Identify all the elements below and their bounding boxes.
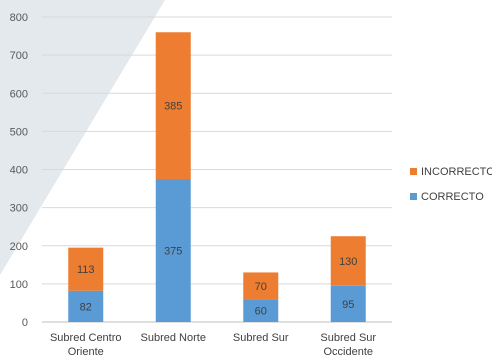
y-tick-label: 800	[10, 12, 28, 24]
bar-incorrecto-0	[68, 247, 104, 291]
x-category-label: Subred Sur	[320, 332, 376, 344]
y-tick-label: 400	[10, 165, 28, 177]
y-tick-label: 200	[10, 241, 28, 253]
legend-label-incorrecto: INCORRECTO	[421, 166, 492, 178]
legend-swatch-correcto	[410, 193, 417, 200]
background-diagonal-shape	[0, 0, 165, 275]
y-tick-label: 700	[10, 50, 28, 62]
data-label: 82	[80, 301, 92, 313]
data-labels: 82 113 375 385 60 70 95 130	[77, 101, 357, 318]
x-category-label: Subred Norte	[141, 332, 206, 344]
data-label: 60	[255, 306, 267, 318]
x-category-label: Occidente	[323, 346, 373, 358]
bar-incorrecto-2	[243, 272, 279, 300]
data-label: 113	[77, 264, 95, 276]
bar-correcto-3	[330, 285, 366, 322]
bars	[68, 32, 366, 322]
data-label: 95	[342, 299, 354, 311]
y-tick-label: 600	[10, 88, 28, 100]
data-label: 70	[255, 281, 267, 293]
bar-correcto-1	[155, 179, 191, 322]
data-label: 385	[164, 101, 182, 113]
x-category-label: Subred Centro	[50, 332, 122, 344]
bar-correcto-0	[68, 290, 104, 322]
legend-label-correcto: CORRECTO	[421, 191, 484, 203]
data-label: 375	[164, 246, 182, 258]
y-tick-label: 300	[10, 203, 28, 215]
legend: INCORRECTO CORRECTO	[410, 166, 492, 203]
bar-correcto-2	[243, 299, 279, 322]
x-category-label: Subred Sur	[233, 332, 289, 344]
bar-incorrecto-1	[155, 32, 191, 180]
y-tick-label: 500	[10, 126, 28, 138]
data-label: 130	[339, 256, 357, 268]
y-tick-label: 0	[22, 317, 28, 329]
x-category-label: Oriente	[68, 346, 104, 358]
y-tick-label: 100	[10, 279, 28, 291]
bar-incorrecto-3	[330, 236, 366, 286]
x-axis: Subred Centro Oriente Subred Norte Subred S…	[50, 332, 376, 358]
legend-swatch-incorrecto	[410, 168, 417, 175]
